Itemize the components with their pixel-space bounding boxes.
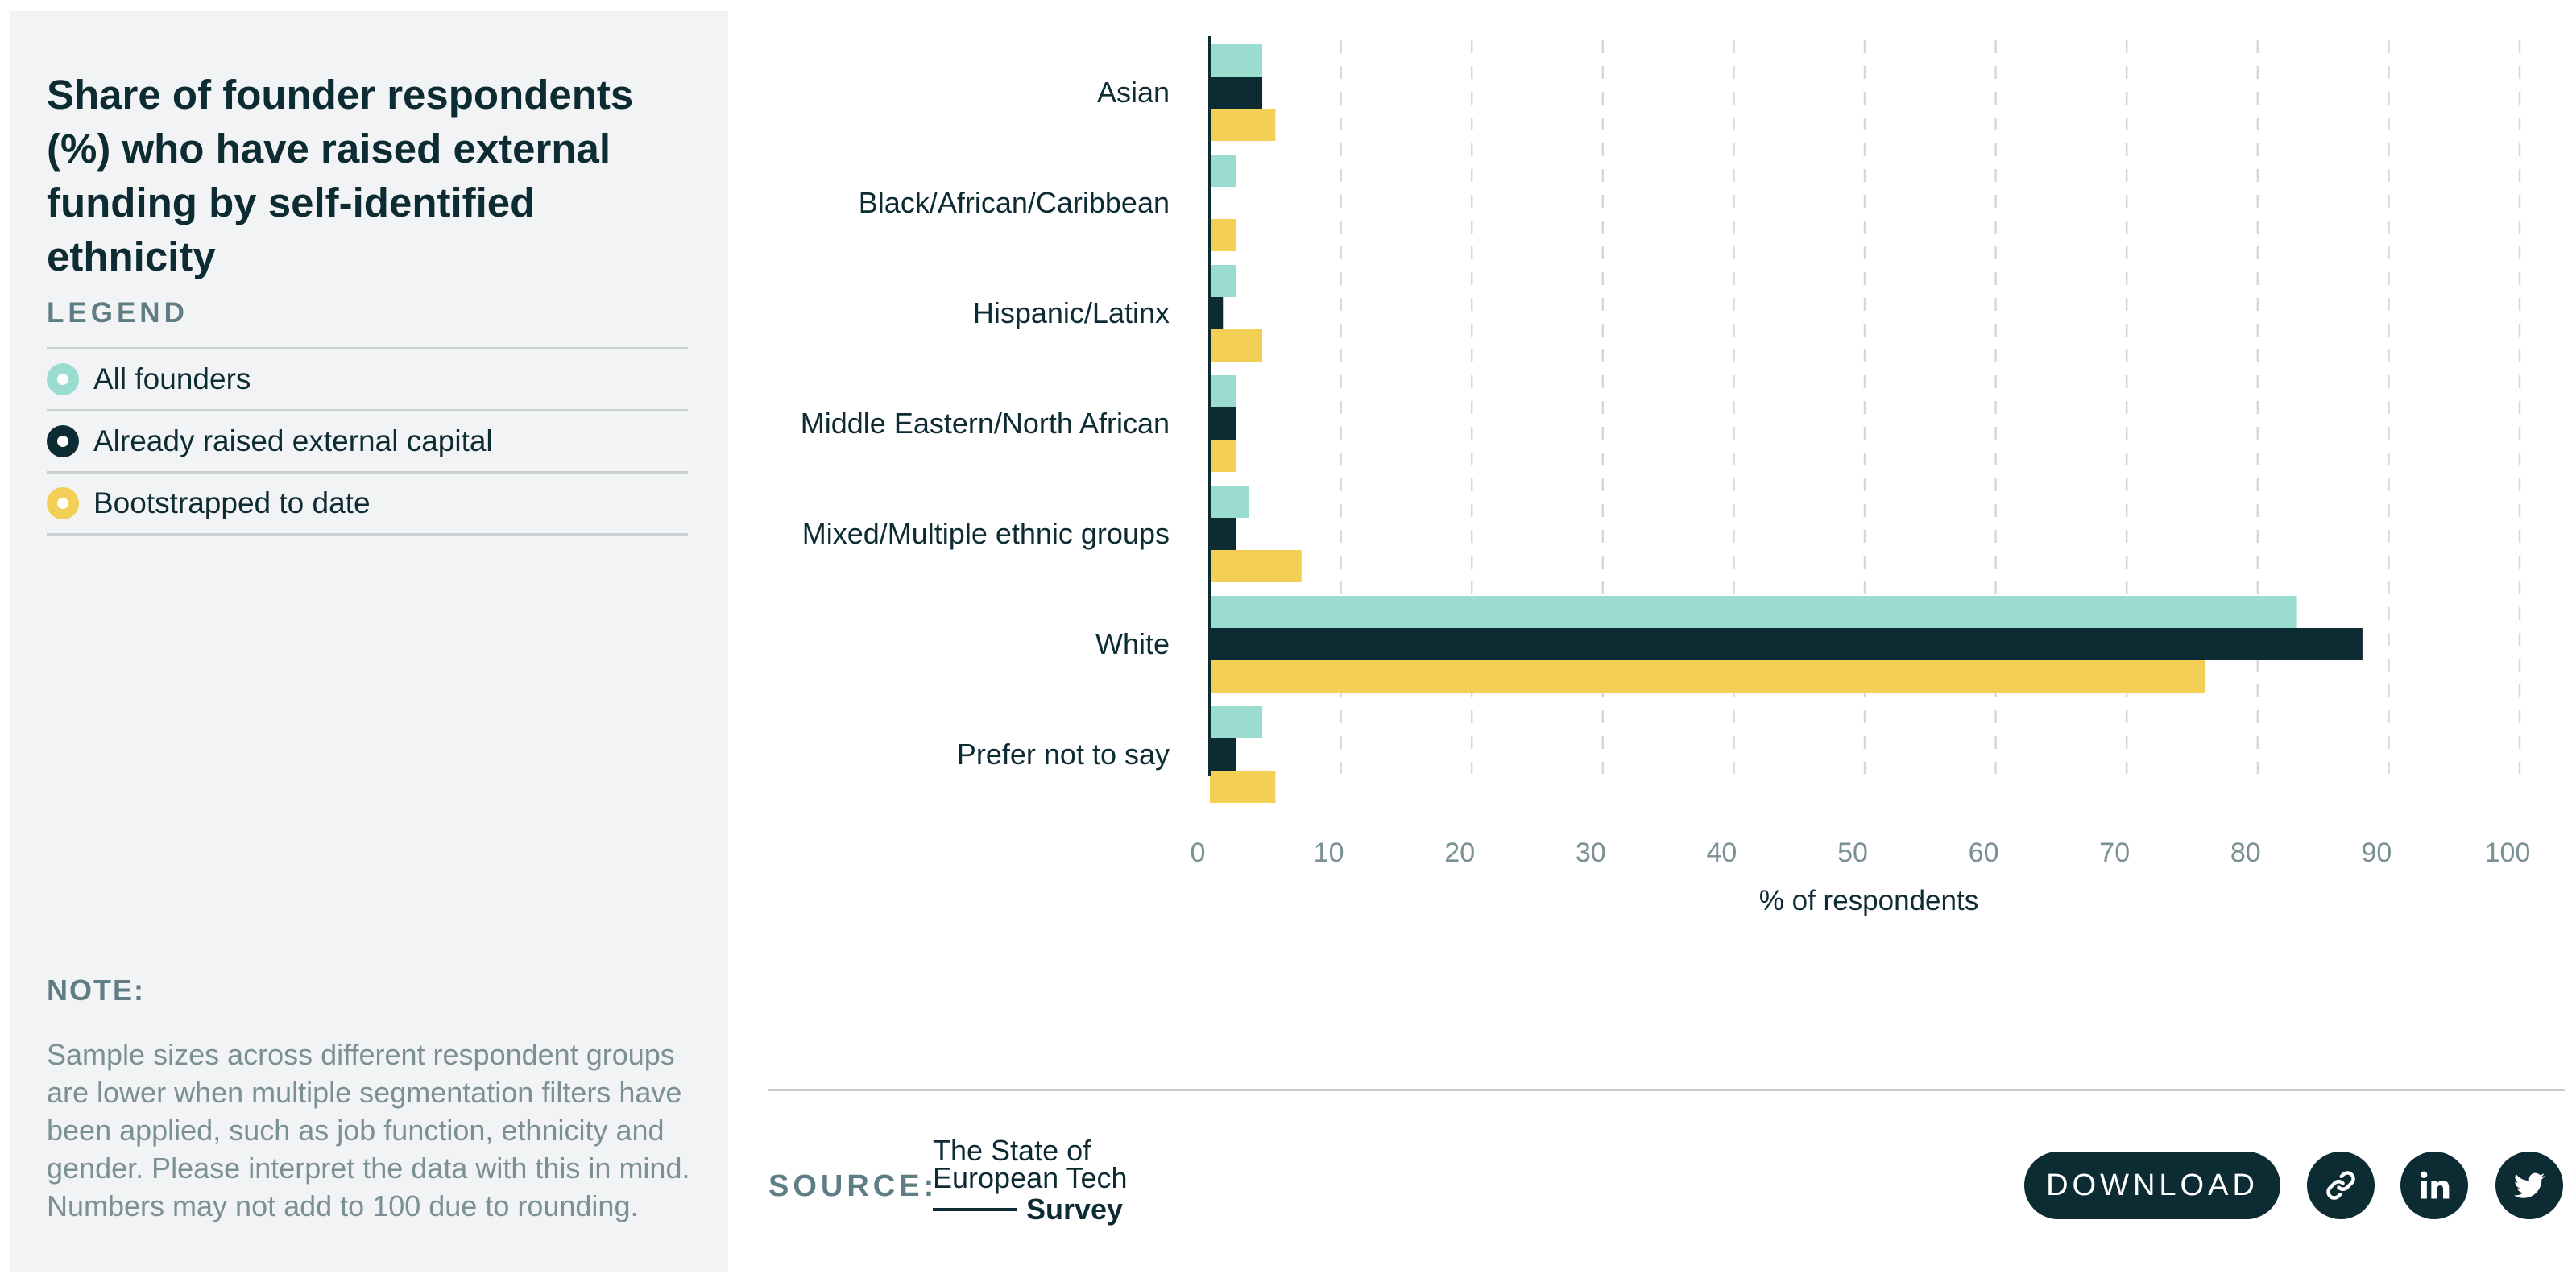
x-tick-label: 60 xyxy=(1969,837,1999,868)
category-label: Prefer not to say xyxy=(957,738,1170,771)
legend-dot-icon xyxy=(47,363,79,395)
category-label: Middle Eastern/North African xyxy=(801,407,1170,440)
legend-item-bootstrapped: Bootstrapped to date xyxy=(47,474,688,536)
survey-logo: The State of European Tech Survey xyxy=(933,1134,1142,1224)
twitter-share-button[interactable] xyxy=(2495,1152,2563,1219)
legend: All founders Already raised external cap… xyxy=(47,347,688,536)
category-label: White xyxy=(1095,627,1170,660)
legend-item-all-founders: All founders xyxy=(47,349,688,411)
x-tick-label: 90 xyxy=(2361,837,2392,868)
bar xyxy=(1210,297,1224,329)
bar xyxy=(1210,706,1263,738)
bar-chart: Asian Black/African/Caribbean Hispanic/Lat… xyxy=(801,36,2531,916)
copy-link-button[interactable] xyxy=(2307,1152,2375,1219)
bar xyxy=(1210,77,1263,109)
x-axis-title: % of respondents xyxy=(1759,885,1978,916)
bar xyxy=(1210,518,1236,550)
bar xyxy=(1210,407,1236,440)
bar xyxy=(1210,329,1263,362)
logo-line-3: Survey xyxy=(1026,1193,1124,1226)
category-label: Mixed/Multiple ethnic groups xyxy=(802,517,1170,550)
link-icon xyxy=(2326,1171,2355,1200)
x-tick-label: 40 xyxy=(1706,837,1737,868)
download-button[interactable]: DOWNLOAD xyxy=(2024,1152,2280,1219)
x-tick-label: 30 xyxy=(1576,837,1606,868)
legend-label: All founders xyxy=(93,362,251,395)
bar xyxy=(1210,596,2297,628)
bar xyxy=(1210,628,2363,660)
logo-row: Survey xyxy=(933,1195,1142,1224)
bar xyxy=(1210,44,1263,77)
bar xyxy=(1210,550,1302,582)
x-tick-label: 80 xyxy=(2230,837,2261,868)
logo-line-1: The State of xyxy=(933,1134,1091,1167)
logo-line-2: European Tech xyxy=(933,1161,1128,1194)
note-heading: NOTE: xyxy=(47,974,145,1007)
x-tick-label: 100 xyxy=(2485,837,2531,868)
chart-title: Share of founder respondents (%) who hav… xyxy=(47,72,634,279)
legend-label: Already raised external capital xyxy=(93,424,493,457)
logo-rule xyxy=(933,1208,1017,1211)
x-tick-label: 20 xyxy=(1444,837,1475,868)
legend-heading: LEGEND xyxy=(47,297,188,329)
note-text: Sample sizes across different respondent… xyxy=(47,1038,690,1222)
bar xyxy=(1210,738,1236,771)
sidebar-panel: Share of founder respondents (%) who hav… xyxy=(10,11,728,1272)
bar xyxy=(1210,219,1236,251)
legend-dot-icon xyxy=(47,487,79,519)
twitter-icon xyxy=(2513,1172,2545,1198)
category-label: Asian xyxy=(1097,76,1170,109)
bar xyxy=(1210,109,1276,141)
bar xyxy=(1210,375,1236,407)
bar xyxy=(1210,486,1249,518)
x-tick-label: 70 xyxy=(2099,837,2130,868)
bar xyxy=(1210,771,1276,803)
bar xyxy=(1210,155,1236,187)
category-label: Hispanic/Latinx xyxy=(973,296,1170,329)
x-tick-label: 0 xyxy=(1191,837,1206,868)
linkedin-share-button[interactable] xyxy=(2400,1152,2468,1219)
legend-item-raised-capital: Already raised external capital xyxy=(47,411,688,474)
x-tick-label: 50 xyxy=(1837,837,1868,868)
legend-label: Bootstrapped to date xyxy=(93,486,371,519)
footer-divider xyxy=(768,1089,2565,1091)
bar xyxy=(1210,265,1236,297)
legend-dot-icon xyxy=(47,425,79,457)
bar xyxy=(1210,440,1236,472)
x-tick-label: 10 xyxy=(1314,837,1344,868)
category-label: Black/African/Caribbean xyxy=(859,186,1170,219)
source-label: SOURCE: xyxy=(768,1169,938,1203)
bar xyxy=(1210,660,2205,693)
linkedin-icon xyxy=(2420,1171,2450,1199)
